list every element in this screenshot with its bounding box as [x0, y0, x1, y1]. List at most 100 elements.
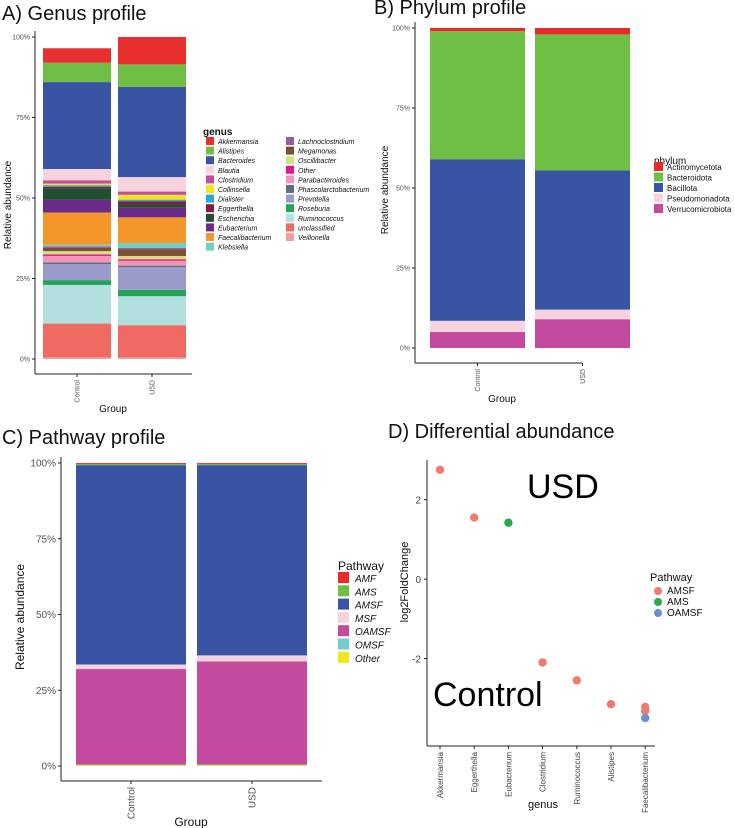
genus-bar-segment-collinsella-usd — [118, 194, 186, 200]
genus-legend-label: Clostridium — [218, 177, 253, 184]
genus-legend-label: Lachnoclostridium — [298, 139, 355, 146]
genus-legend-swatch — [286, 204, 294, 213]
genus-bar-segment-megamonas-control — [43, 247, 111, 252]
phylum-legend-swatch — [654, 193, 663, 203]
pathway-bar-segment-msf-control — [76, 664, 186, 670]
phylum-bar-segment-bacillota-usd — [535, 170, 630, 310]
genus-legend-swatch — [286, 137, 294, 145]
diff-point-clostridium — [538, 658, 547, 667]
diff-x-tick-label: Akkermansia — [436, 751, 445, 798]
phylum-legend-label: Bacillota — [667, 184, 698, 193]
phylum-legend-swatch — [654, 172, 663, 182]
diff-legend-label: AMSF — [667, 586, 695, 597]
pathway-legend-label: MSF — [355, 614, 377, 625]
genus-bar-segment-roseburia-control — [43, 280, 111, 285]
genus-legend-label: Megamonas — [298, 149, 337, 156]
genus-bar-segment-lachnoclostridium-usd — [118, 247, 186, 250]
genus-ylabel: Relative abundance — [3, 160, 14, 249]
diff-point-faecalibacterium — [641, 713, 650, 723]
diff-x-tick-label: Faecalibacterium — [641, 752, 650, 813]
phylum-legend-label: Bacteroidota — [667, 174, 712, 183]
genus-legend-title: genus — [203, 127, 233, 138]
genus-bar-segment-phascolarctobacterium-control — [43, 262, 111, 265]
genus-legend-swatch — [206, 233, 214, 241]
genus-legend-label: unclassified — [298, 225, 336, 232]
diff-title: D) Differential abundance — [388, 421, 614, 443]
genus-legend-label: Ruminococcus — [298, 216, 344, 223]
genus-bar-segment-faecalibacterium-control — [43, 212, 111, 245]
genus-bar-segment-bacteroides-control — [43, 82, 111, 170]
pathway-legend-swatch — [338, 625, 349, 637]
genus-bar-segment-collinsella-control — [43, 183, 111, 186]
phylum-legend-label: Actinomycetota — [667, 163, 722, 172]
genus-legend-label: Eggerthella — [218, 206, 254, 213]
phylum-bar-segment-verrucomicrobiota-control — [430, 332, 525, 348]
genus-bar-segment-bacteroides-usd — [118, 86, 186, 178]
pathway-bar-segment-amsf-control — [76, 465, 186, 665]
genus-legend-swatch — [206, 242, 214, 251]
genus-legend-label: Phascolarctobacterium — [298, 187, 369, 194]
genus-bar-segment-ruminococcus-control — [43, 284, 111, 324]
phylum-y-tick-label: 50% — [396, 185, 410, 192]
pathway-y-tick-label: 100% — [30, 459, 56, 470]
genus-bar-segment-eubacterium-control — [43, 199, 111, 213]
pathway-y-tick-label: 75% — [36, 534, 56, 545]
genus-legend-swatch — [286, 213, 294, 222]
genus-bar-segment-unclassified-usd — [118, 325, 186, 358]
genus-legend-label: Oscillibacter — [298, 158, 337, 165]
genus-bar-segment-alistipes-control — [43, 62, 111, 83]
genus-bar-segment-clostridium-control — [43, 180, 111, 184]
phylum-bar-segment-bacteroidota-control — [430, 31, 525, 160]
genus-legend-swatch — [286, 175, 294, 184]
pathway-legend-swatch — [338, 585, 349, 597]
diff-x-tick-label: Ruminococcus — [573, 752, 582, 804]
genus-bar-segment-prevotella-usd — [118, 267, 186, 290]
genus-bar-segment-oscillibacter-control — [43, 251, 111, 255]
diff-legend-label: AMS — [667, 597, 689, 608]
pathway-bar-segment-msf-usd — [197, 655, 307, 662]
genus-legend-label: Other — [298, 168, 316, 175]
genus-legend-label: Blautia — [218, 168, 240, 175]
genus-legend-swatch — [286, 194, 294, 203]
differential-abundance-panel: D) Differential abundance log2FoldChange… — [388, 421, 703, 813]
pathway-y-tick-label: 25% — [36, 686, 56, 697]
pathway-bar-segment-ams-usd — [197, 463, 307, 466]
phylum-legend-swatch — [654, 183, 663, 192]
genus-legend-swatch — [286, 165, 294, 174]
pathway-bar-segment-ams-control — [76, 463, 186, 466]
pathway-bar-segment-omsf-usd — [197, 764, 307, 766]
genus-bar-segment-oscillibacter-usd — [118, 255, 186, 260]
genus-bar-segment-escherichia-control — [43, 188, 111, 200]
genus-x-tick-label: Control — [74, 380, 81, 403]
genus-bar-segment-eggerthella-usd — [118, 201, 186, 205]
diff-point-akkermansia — [435, 465, 445, 475]
genus-legend-swatch — [206, 137, 214, 145]
diff-legend-dot — [654, 598, 662, 606]
pathway-bar-segment-amf-control — [76, 463, 186, 464]
genus-bar-segment-ruminococcus-usd — [118, 296, 186, 326]
phylum-legend-swatch — [654, 204, 663, 213]
diff-legend-dot — [654, 587, 662, 595]
genus-legend-swatch — [206, 213, 214, 222]
phylum-xlabel: Group — [488, 394, 516, 405]
diff-x-tick-label: Eubacterium — [504, 752, 513, 797]
pathway-legend-swatch — [338, 638, 349, 650]
genus-bar-segment-blautia-usd — [118, 177, 186, 192]
genus-title: A) Genus profile — [2, 3, 147, 25]
pathway-xlabel: Group — [174, 815, 208, 828]
pathway-bar-segment-other-control — [76, 765, 186, 766]
diff-y-tick-label: 0 — [415, 575, 421, 586]
genus-bar-segment-roseburia-usd — [118, 289, 186, 297]
genus-bar-segment-dialister-control — [43, 185, 111, 187]
genus-bar-segment-faecalibacterium-usd — [118, 217, 186, 244]
pathway-bar-segment-amf-usd — [197, 463, 307, 464]
phylum-y-tick-label: 25% — [396, 265, 410, 272]
diff-x-tick-label: Alistipes — [607, 752, 616, 782]
diff-y-tick-label: -2 — [412, 655, 421, 666]
genus-legend-swatch — [286, 146, 294, 155]
genus-bar-segment-unclassified-control — [43, 323, 111, 358]
pathway-legend-swatch — [338, 598, 349, 610]
genus-bar-segment-akkermansia-usd — [118, 37, 186, 65]
genus-legend-swatch — [206, 194, 214, 203]
